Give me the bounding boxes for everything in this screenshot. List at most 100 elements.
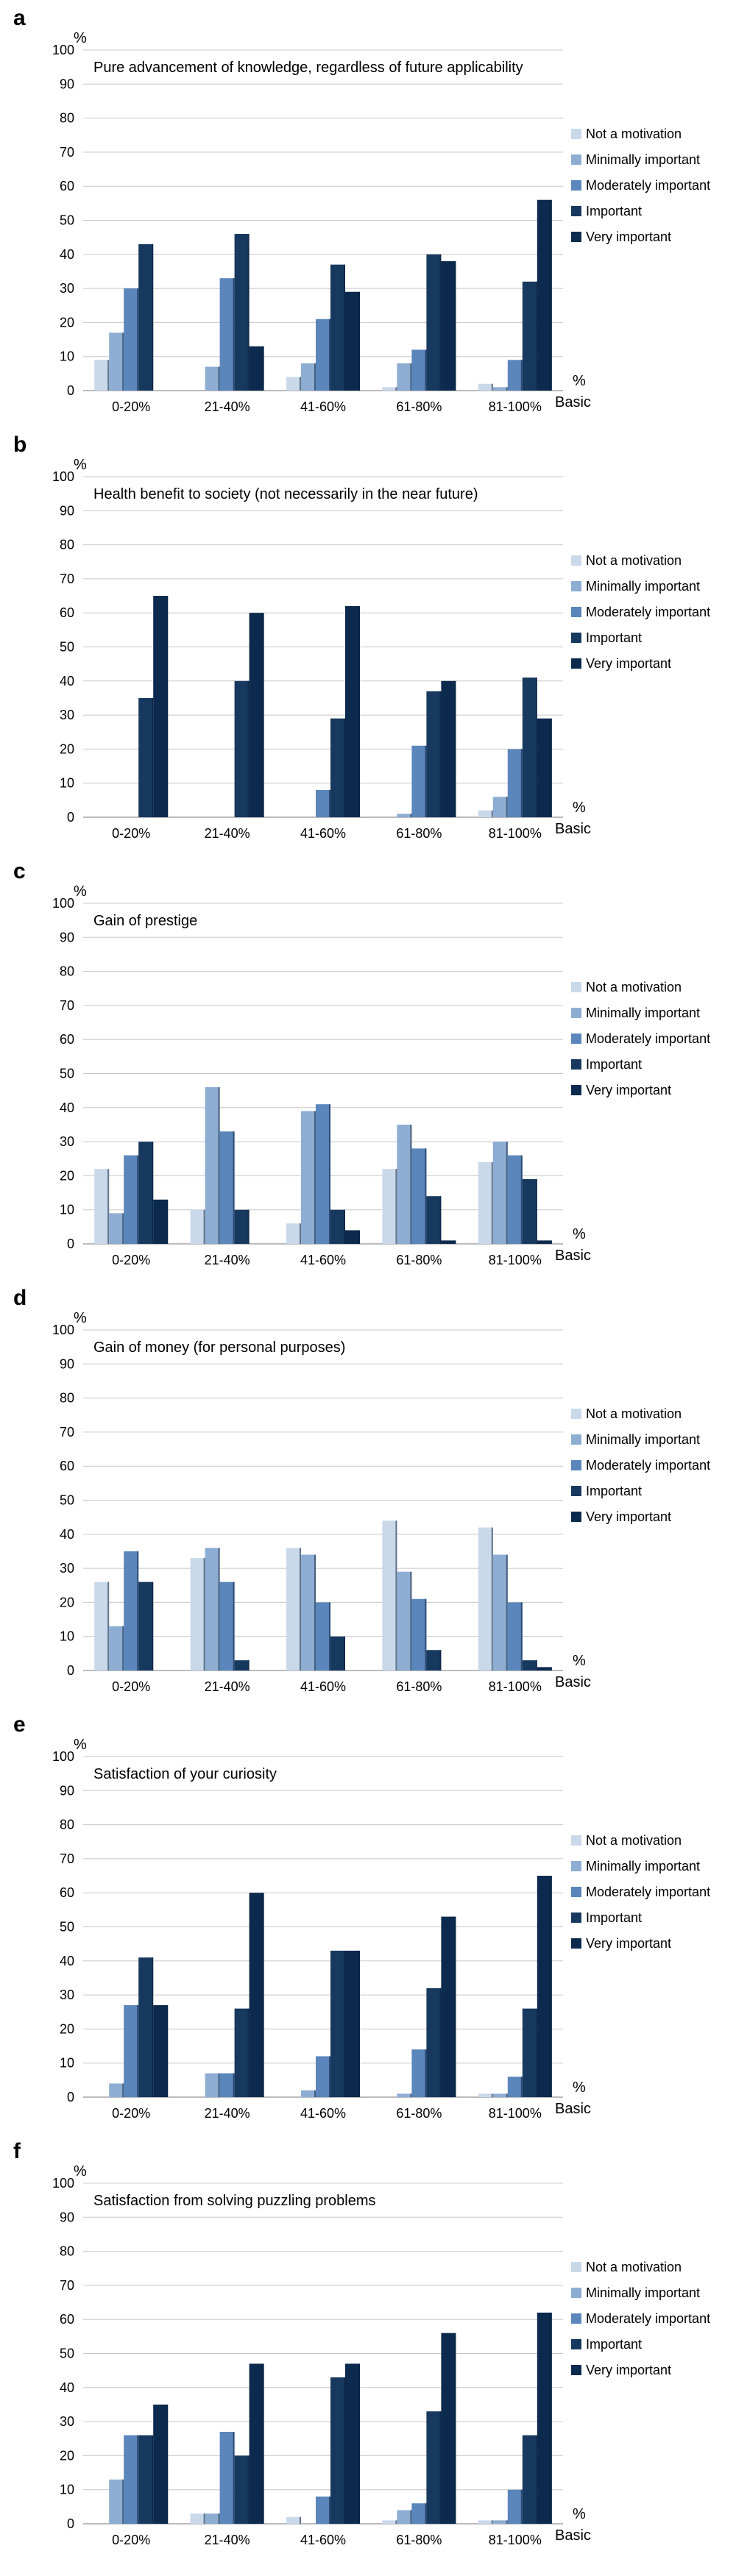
bar-important (234, 680, 250, 817)
bar-important (234, 234, 250, 391)
bar-minimally-important (205, 1087, 220, 1244)
bar-edge (344, 1950, 345, 2097)
x-axis-unit: % (573, 800, 586, 816)
bar-very-important (537, 2312, 552, 2524)
bar-moderately-important (507, 1155, 523, 1244)
bar-edge (425, 745, 427, 817)
bar-edge (300, 2516, 301, 2524)
bar-edge (152, 1957, 154, 2097)
bar-edge (535, 2435, 537, 2524)
bar-not-a-motivation (94, 1169, 110, 1244)
bar-edge (107, 1581, 110, 1671)
x-tick-label: 61-80% (396, 1679, 442, 1694)
bar-edge (520, 1155, 523, 1244)
y-tick-label: 10 (60, 1203, 74, 1217)
x-tick-label: 41-60% (300, 826, 346, 841)
bar-edge (439, 1196, 442, 1244)
bar-not-a-motivation (286, 377, 301, 391)
legend-entry: Important (586, 2337, 642, 2352)
legend-swatch (571, 206, 581, 216)
bar-edge (329, 2056, 330, 2097)
bar-important (330, 2377, 345, 2524)
legend-entry: Minimally important (586, 1432, 700, 1447)
bar-important (138, 1142, 154, 1244)
chart-panel-d: d% 0 10 20 30 40 50 60 70 80 90 100 Gain of money (f… (13, 1286, 710, 1694)
bar-edge (358, 291, 360, 391)
bar-edge (550, 1240, 552, 1244)
bar-edge (410, 814, 412, 817)
bar-not-a-motivation (286, 2516, 301, 2524)
y-tick-label: 100 (52, 1323, 74, 1337)
bar-edge (535, 677, 537, 817)
bar-edge (344, 1209, 345, 1244)
y-tick-label: 0 (67, 2516, 74, 2531)
bar-minimally-important (205, 1548, 220, 1671)
bar-edge (425, 1148, 427, 1244)
bar-edge (425, 1598, 427, 1671)
bar-edge (203, 2513, 205, 2524)
legend-entry: Moderately important (586, 178, 710, 193)
bar-important (138, 1957, 154, 2097)
bar-edge (329, 1602, 330, 1671)
bar-edge (300, 1548, 301, 1671)
bar-edge (344, 718, 345, 817)
legend-swatch (571, 2365, 581, 2375)
bar-edge (425, 2503, 427, 2524)
bar-edge (329, 319, 330, 391)
bar-edge (247, 234, 250, 391)
bar-important (330, 1950, 345, 2097)
bar-edge (314, 1111, 316, 1244)
bar-not-a-motivation (478, 1527, 493, 1671)
x-axis-label: Basic (555, 1248, 591, 1264)
bar-moderately-important (124, 2004, 139, 2097)
y-tick-label: 60 (60, 1459, 74, 1473)
legend-entry: Very important (586, 656, 671, 671)
legend-swatch (571, 1486, 581, 1496)
y-tick-label: 100 (52, 2176, 74, 2191)
legend-swatch (571, 1460, 581, 1470)
bar-minimally-important (492, 1142, 508, 1244)
bar-edge (314, 2090, 316, 2097)
bar-edge (122, 1626, 124, 1671)
bar-not-a-motivation (190, 1558, 205, 1671)
y-tick-label: 20 (60, 315, 74, 330)
bar-edge (233, 278, 235, 391)
bar-moderately-important (411, 1598, 427, 1671)
x-axis-label: Basic (555, 2101, 591, 2117)
bar-edge (137, 1551, 139, 1671)
y-tick-label: 50 (60, 1067, 74, 1081)
x-tick-label: 0-20% (112, 2106, 150, 2121)
bar-important (426, 1196, 442, 1244)
x-tick-label: 21-40% (205, 2533, 250, 2547)
bar-important (522, 1179, 537, 1244)
bar-not-a-motivation (478, 383, 493, 391)
legend-entry: Not a motivation (586, 553, 682, 568)
x-tick-label: 81-100% (489, 399, 542, 414)
legend-swatch (571, 1434, 581, 1445)
bar-very-important (537, 1667, 552, 1671)
bar-edge (491, 2520, 493, 2524)
bar-edge (550, 2312, 552, 2524)
bar-edge (358, 605, 360, 817)
bar-very-important (441, 1240, 456, 1244)
y-tick-label: 80 (60, 2244, 74, 2259)
bar-edge (107, 360, 110, 391)
y-tick-label: 0 (67, 810, 74, 825)
bar-edge (410, 1124, 412, 1244)
panel-letter: f (13, 2139, 21, 2163)
bar-important (330, 264, 345, 391)
y-tick-label: 40 (60, 1954, 74, 1968)
bar-edge (425, 349, 427, 391)
bar-very-important (249, 613, 264, 817)
bar-edge (122, 1213, 124, 1244)
bar-not-a-motivation (382, 1169, 397, 1244)
y-tick-label: 70 (60, 572, 74, 586)
legend-entry: Moderately important (586, 2311, 710, 2326)
bar-moderately-important (507, 360, 523, 391)
bar-very-important (249, 1893, 264, 2097)
legend-swatch (571, 658, 581, 669)
bar-important (234, 1209, 250, 1244)
bar-edge (300, 1223, 301, 1244)
bar-minimally-important (492, 2093, 508, 2097)
bar-edge (262, 346, 264, 391)
